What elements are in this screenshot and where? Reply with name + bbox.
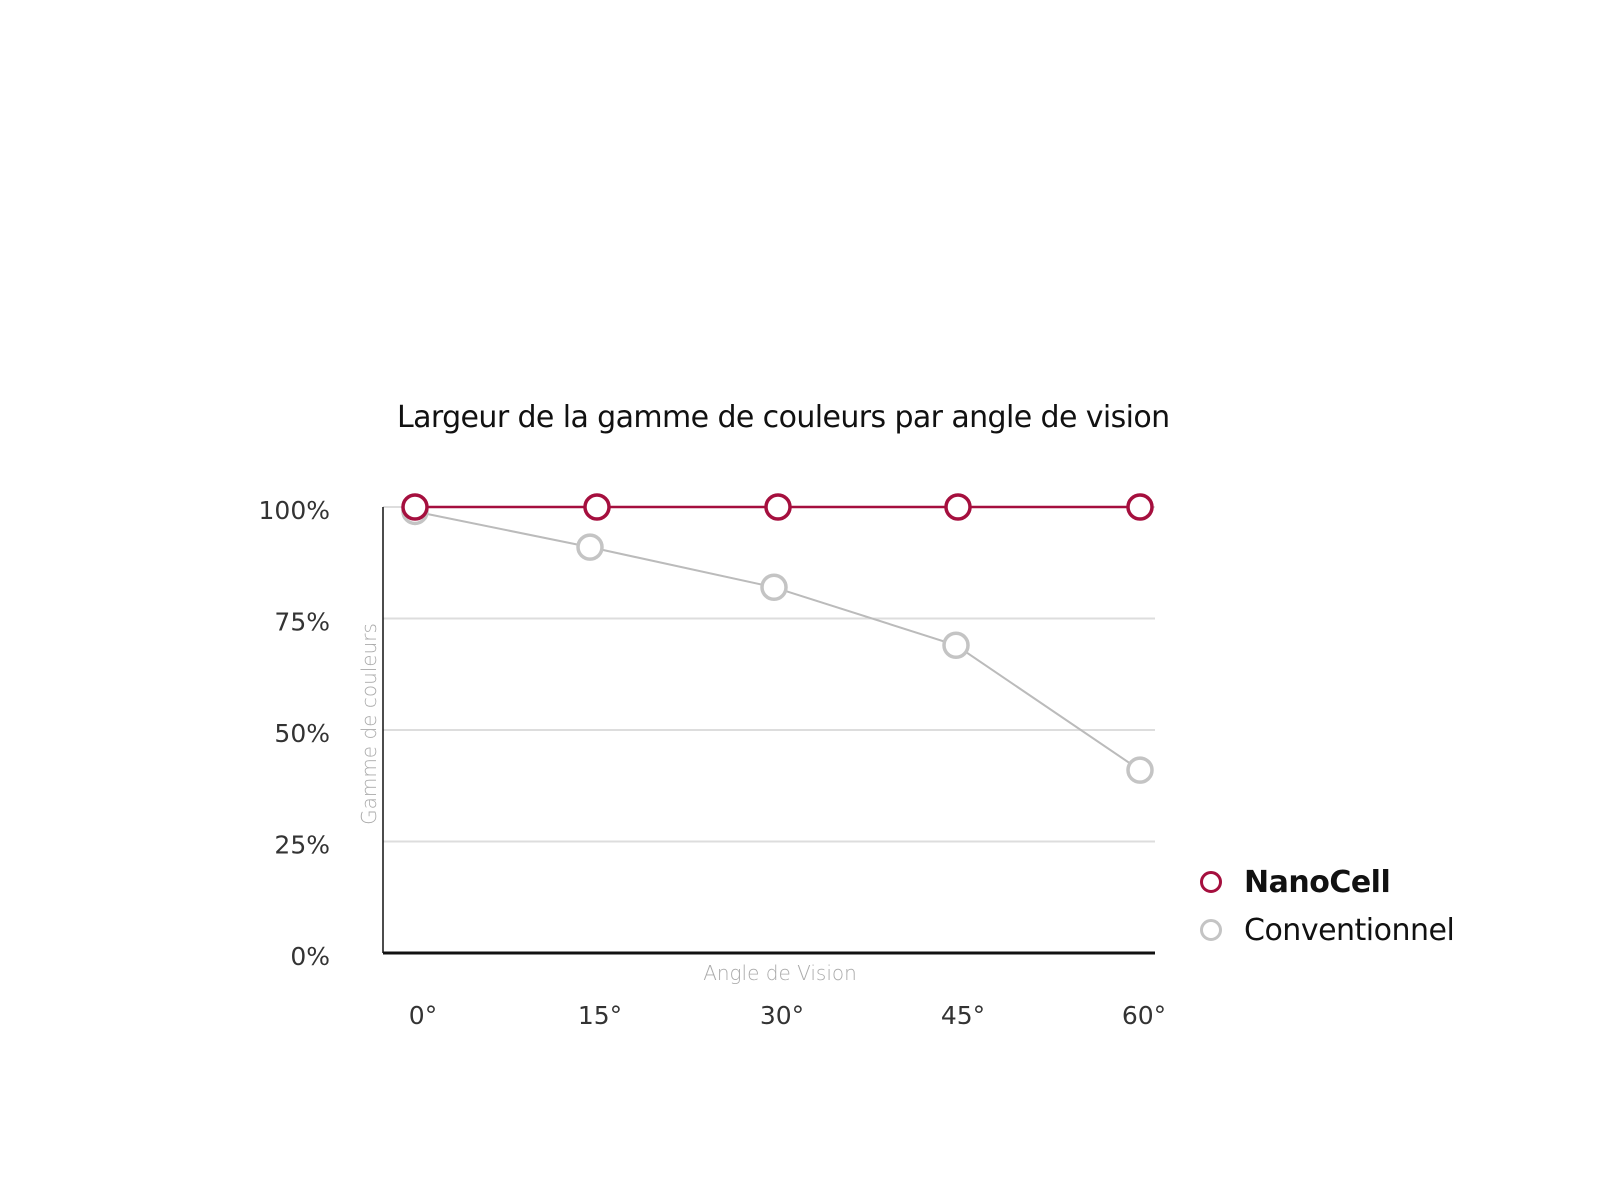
x-tick-label: 60°: [1122, 1001, 1166, 1030]
legend-item-conventionnel: Conventionnel: [1200, 906, 1455, 954]
circle-marker-icon: [1200, 919, 1222, 941]
y-axis-label: Gamme de couleurs: [357, 623, 381, 825]
data-point-marker: [942, 631, 970, 660]
data-series: [401, 493, 1154, 784]
axes: [382, 507, 1155, 955]
circle-marker-icon: [1200, 871, 1222, 893]
x-tick-label: 0°: [409, 1001, 437, 1030]
data-point-marker: [583, 493, 611, 521]
gridlines: [383, 506, 1155, 843]
x-axis-label: Angle de Vision: [703, 961, 857, 985]
x-tick-label: 15°: [578, 1001, 622, 1030]
x-axis-ticks: 0° 15° 30° 45° 60°: [409, 1001, 1166, 1030]
series-conventionnel: [401, 497, 1154, 784]
data-point-marker: [944, 493, 972, 521]
y-tick-label: 75%: [274, 608, 330, 637]
legend: NanoCell Conventionnel: [1200, 858, 1455, 954]
series-line: [414, 510, 1141, 771]
y-tick-label: 25%: [274, 831, 330, 860]
y-tick-label: 100%: [259, 496, 330, 525]
data-point-marker: [760, 573, 788, 602]
data-point-marker: [576, 533, 604, 561]
legend-label: NanoCell: [1244, 864, 1391, 900]
y-tick-label: 0%: [290, 942, 330, 971]
y-axis-ticks: 100% 75% 50% 25% 0%: [259, 496, 330, 971]
y-tick-label: 50%: [274, 719, 330, 748]
legend-label: Conventionnel: [1244, 912, 1455, 948]
data-point-marker: [1126, 493, 1154, 521]
legend-item-nanocell: NanoCell: [1200, 858, 1454, 906]
data-point-marker: [1126, 756, 1154, 784]
data-point-marker: [401, 493, 429, 521]
chart-title-text: Largeur de la gamme de couleurs par angl…: [397, 400, 1170, 435]
x-tick-label: 45°: [941, 1001, 985, 1030]
x-tick-label: 30°: [760, 1001, 804, 1030]
data-point-marker: [764, 493, 792, 521]
series-nanocell: [401, 493, 1154, 521]
